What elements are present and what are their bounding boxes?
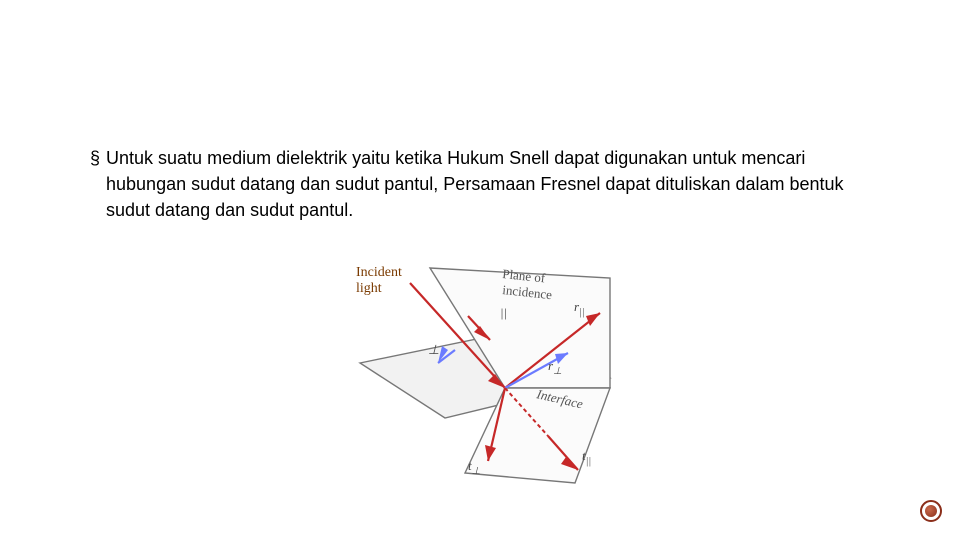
bullet-row: § Untuk suatu medium dielektrik yaitu ke… [90, 145, 870, 223]
slide-badge-icon [920, 500, 942, 522]
incident-label-2: light [356, 281, 382, 296]
slide-badge-inner [925, 505, 937, 517]
incident-label-1: Incident [356, 265, 402, 280]
slide: § Untuk suatu medium dielektrik yaitu ke… [0, 0, 960, 540]
bullet-text: Untuk suatu medium dielektrik yaitu keti… [106, 145, 870, 223]
fresnel-diagram: Incident light Plane of incidence Interf… [350, 258, 620, 488]
bullet-marker: § [90, 145, 100, 171]
diagram-svg: Incident light Plane of incidence Interf… [350, 258, 620, 488]
bullet-block: § Untuk suatu medium dielektrik yaitu ke… [90, 145, 870, 223]
perp-symbol: ⊥ [428, 342, 439, 357]
parallel-symbol: || [500, 305, 507, 320]
